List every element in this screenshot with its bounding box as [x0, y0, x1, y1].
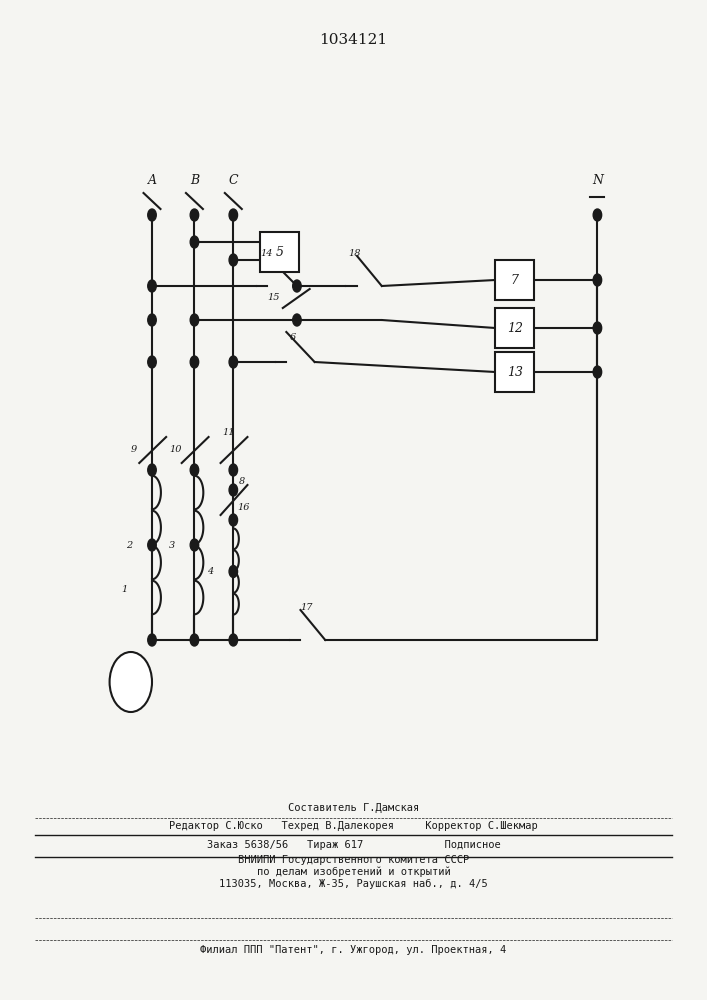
Circle shape	[229, 464, 238, 476]
Circle shape	[229, 566, 238, 578]
Circle shape	[190, 314, 199, 326]
Text: 1: 1	[121, 585, 127, 594]
Circle shape	[148, 280, 156, 292]
Circle shape	[593, 274, 602, 286]
Circle shape	[229, 634, 238, 646]
Text: 1034121: 1034121	[320, 33, 387, 47]
Text: 5: 5	[275, 245, 284, 258]
Circle shape	[190, 236, 199, 248]
Bar	[495, 352, 534, 392]
Circle shape	[148, 634, 156, 646]
Bar	[495, 308, 534, 348]
Circle shape	[148, 464, 156, 476]
Circle shape	[229, 484, 238, 496]
Text: по делам изобретений и открытий: по делам изобретений и открытий	[257, 867, 450, 877]
Text: B: B	[190, 174, 199, 187]
Bar	[259, 232, 298, 272]
Circle shape	[293, 280, 301, 292]
Circle shape	[190, 539, 199, 551]
Circle shape	[593, 366, 602, 378]
Text: N: N	[592, 174, 603, 187]
Text: Филиал ППП "Патент", г. Ужгород, ул. Проектная, 4: Филиал ППП "Патент", г. Ужгород, ул. Про…	[200, 945, 507, 955]
Text: 6: 6	[290, 332, 296, 342]
Circle shape	[229, 209, 238, 221]
Text: 8: 8	[239, 478, 245, 487]
Text: Заказ 5638/56   Тираж 617             Подписное: Заказ 5638/56 Тираж 617 Подписное	[206, 840, 501, 850]
Text: ВНИИПИ Государственного комитета СССР: ВНИИПИ Государственного комитета СССР	[238, 855, 469, 865]
Circle shape	[229, 514, 238, 526]
Text: 16: 16	[237, 502, 250, 512]
Circle shape	[190, 209, 199, 221]
Text: 13: 13	[507, 365, 522, 378]
Text: 4: 4	[207, 567, 214, 576]
Text: 17: 17	[300, 602, 313, 611]
Text: 2: 2	[126, 540, 132, 550]
Circle shape	[190, 634, 199, 646]
Text: 113035, Москва, Ж-35, Раушская наб., д. 4/5: 113035, Москва, Ж-35, Раушская наб., д. …	[219, 879, 488, 889]
Circle shape	[229, 254, 238, 266]
Text: 10: 10	[170, 446, 182, 454]
Circle shape	[148, 314, 156, 326]
Text: 9: 9	[131, 446, 137, 454]
Circle shape	[593, 209, 602, 221]
Circle shape	[148, 539, 156, 551]
Text: Составитель Г.Дамская: Составитель Г.Дамская	[288, 803, 419, 813]
Circle shape	[110, 652, 152, 712]
Text: A: A	[148, 174, 156, 187]
Text: C: C	[228, 174, 238, 187]
Text: 18: 18	[349, 248, 361, 257]
Circle shape	[148, 356, 156, 368]
Circle shape	[190, 464, 199, 476]
Circle shape	[229, 356, 238, 368]
Text: 7: 7	[510, 273, 519, 286]
Circle shape	[593, 322, 602, 334]
Circle shape	[190, 356, 199, 368]
Circle shape	[148, 209, 156, 221]
Text: 12: 12	[507, 322, 522, 334]
Circle shape	[293, 314, 301, 326]
Text: 11: 11	[223, 428, 235, 437]
Text: 15: 15	[267, 294, 280, 302]
Bar	[495, 260, 534, 300]
Text: Редактор С.Юско   Техред В.Далекорея     Корректор С.Шекмар: Редактор С.Юско Техред В.Далекорея Корре…	[169, 821, 538, 831]
Text: 14: 14	[260, 248, 273, 257]
Text: 3: 3	[168, 540, 175, 550]
